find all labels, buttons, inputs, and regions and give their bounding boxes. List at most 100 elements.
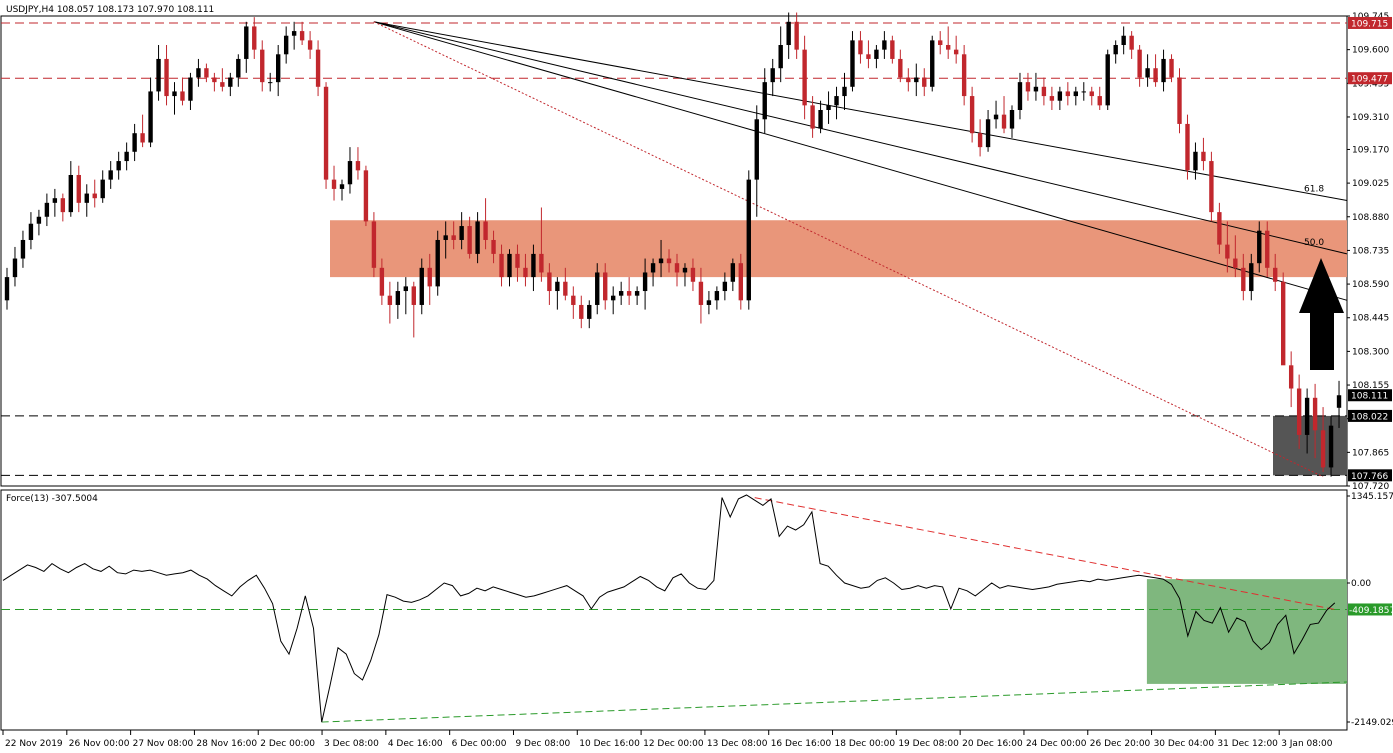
candle-body	[1105, 54, 1110, 106]
candle-body	[1336, 395, 1342, 408]
candle-body	[953, 49, 959, 55]
level-price-tag	[1348, 16, 1392, 29]
candle-body	[1241, 267, 1246, 292]
candle-body	[658, 258, 664, 264]
price-tick-label: 109.025	[1352, 179, 1389, 189]
candle-body	[547, 272, 552, 292]
candle-body	[1304, 397, 1310, 435]
candle-body	[1121, 35, 1126, 46]
time-tick-label: 30 Dec 04:00	[1154, 739, 1215, 749]
candle-body	[1209, 161, 1214, 213]
fan-dotted-line	[373, 21, 1324, 478]
candle-body	[1025, 82, 1031, 92]
candle-body	[275, 54, 281, 83]
candle-body	[555, 281, 560, 292]
price-tick-label: 108.300	[1352, 347, 1389, 357]
candle-body	[387, 295, 393, 305]
candle-body	[44, 202, 50, 217]
candle-body	[762, 82, 767, 120]
candle-body	[1065, 91, 1071, 97]
candle-body	[315, 49, 321, 87]
time-tick-label: 24 Dec 00:00	[1026, 739, 1087, 749]
candle-body	[794, 21, 799, 50]
price-tick-label: 109.310	[1352, 113, 1389, 123]
level-price-tag	[1348, 469, 1392, 482]
candle-body	[1129, 35, 1134, 50]
candle-body	[355, 161, 361, 171]
time-tick-label: 6 Dec 00:00	[452, 739, 507, 749]
level-price-label: 108.022	[1351, 412, 1388, 422]
price-tick-label: 108.590	[1352, 280, 1389, 290]
candle-body	[475, 221, 480, 254]
time-tick-label: 13 Dec 08:00	[707, 739, 768, 749]
candle-body	[403, 286, 409, 292]
level-price-label: 107.766	[1351, 472, 1388, 482]
candle-body	[347, 161, 353, 185]
level-price-tag	[1348, 72, 1392, 85]
candle-body	[228, 77, 233, 87]
candle-body	[1225, 244, 1230, 259]
indicator-zone	[1146, 579, 1347, 684]
candle-body	[499, 253, 504, 278]
up-arrow-icon	[1299, 258, 1344, 370]
candle-body	[172, 91, 177, 97]
candle-body	[196, 68, 201, 78]
fan-line	[373, 21, 1348, 255]
candle-body	[563, 281, 568, 296]
candle-body	[1137, 49, 1142, 78]
candle-body	[156, 58, 161, 92]
candle-body	[834, 96, 839, 106]
candle-body	[690, 267, 696, 282]
candle-body	[76, 174, 81, 203]
candle-body	[571, 295, 576, 305]
candle-body	[945, 45, 951, 50]
candle-body	[618, 291, 624, 296]
candle-body	[595, 272, 600, 305]
candle-body	[922, 77, 927, 87]
price-tick-label: 108.735	[1352, 246, 1389, 256]
candle-body	[84, 193, 89, 203]
candle-body	[140, 133, 145, 143]
candle-body	[395, 291, 401, 305]
candle-body	[60, 198, 66, 213]
candle-body	[890, 40, 895, 59]
indicator-title: Force(13) -307.5004	[6, 494, 98, 504]
candle-body	[603, 272, 608, 301]
candle-body	[323, 86, 329, 180]
candle-body	[435, 239, 440, 287]
candle-body	[371, 221, 377, 268]
candle-body	[961, 54, 967, 97]
level-price-label: 109.477	[1351, 75, 1388, 85]
resistance-zone	[330, 220, 1347, 278]
support-zone	[1273, 415, 1347, 476]
candle-body	[1233, 258, 1238, 268]
time-tick-label: 18 Dec 00:00	[835, 739, 896, 749]
price-tick-label: 108.445	[1352, 314, 1389, 324]
candle-body	[650, 263, 656, 273]
time-tick-label: 26 Dec 20:00	[1090, 739, 1151, 749]
time-tick-label: 26 Nov 00:00	[69, 739, 130, 749]
candle-body	[1169, 58, 1174, 78]
candle-body	[451, 235, 456, 240]
price-tick-label: 108.880	[1352, 213, 1389, 223]
candle-body	[985, 119, 991, 148]
candle-body	[1049, 96, 1055, 101]
time-axis: 22 Nov 2019 26 Nov 00:00 27 Nov 08:00 28 No…	[2, 730, 1333, 749]
force-line	[2, 494, 1336, 723]
candle-body	[427, 267, 432, 287]
candle-body	[770, 68, 775, 83]
candle-body	[1249, 263, 1254, 292]
candle-body	[132, 133, 137, 152]
candle-body	[36, 216, 42, 224]
candle-body	[914, 77, 919, 83]
candle-body	[1273, 267, 1278, 282]
candle-body	[850, 40, 855, 87]
candle-body	[148, 91, 153, 143]
candle-body	[634, 291, 640, 296]
candle-body	[1089, 91, 1094, 97]
candle-body	[698, 281, 704, 305]
candle-body	[28, 223, 34, 240]
candle-body	[1217, 212, 1222, 245]
candle-body	[1081, 91, 1086, 93]
